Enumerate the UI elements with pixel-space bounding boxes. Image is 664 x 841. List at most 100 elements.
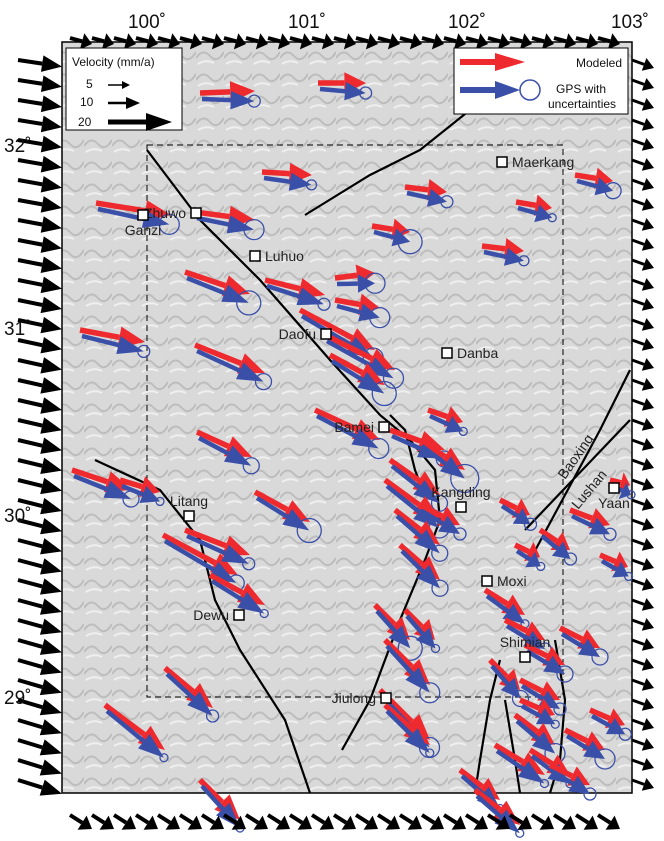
border-arrow xyxy=(18,240,42,245)
border-arrow xyxy=(444,815,456,823)
border-arrow xyxy=(41,75,62,92)
place-label: Yaan xyxy=(598,495,630,511)
modeled-arrow xyxy=(516,202,536,205)
place-label: Luhuo xyxy=(265,248,304,264)
place-marker xyxy=(321,329,331,339)
border-arrow xyxy=(202,38,214,41)
border-arrow xyxy=(632,780,644,784)
border-arrow xyxy=(632,60,644,64)
border-arrow xyxy=(18,80,42,84)
border-arrow xyxy=(312,38,324,41)
border-arrow xyxy=(400,815,412,823)
border-arrow xyxy=(18,460,42,466)
border-arrow xyxy=(18,380,42,385)
border-arrow xyxy=(41,156,62,173)
border-arrow xyxy=(18,300,42,305)
border-arrow xyxy=(41,96,62,113)
border-arrow xyxy=(180,38,192,41)
border-arrow xyxy=(40,458,62,474)
border-arrow xyxy=(632,580,644,584)
border-arrow xyxy=(40,679,62,695)
border-arrow xyxy=(632,500,644,504)
border-arrow xyxy=(202,815,214,823)
border-arrow xyxy=(40,739,62,755)
border-arrow xyxy=(246,815,258,823)
border-arrow xyxy=(632,620,644,624)
border-arrow xyxy=(40,598,62,614)
border-arrow xyxy=(598,815,610,823)
border-arrow xyxy=(466,815,478,823)
border-arrow xyxy=(18,180,42,184)
border-arrow xyxy=(334,38,346,41)
border-arrow xyxy=(40,780,62,796)
border-arrow xyxy=(268,815,280,823)
border-arrow xyxy=(532,38,544,41)
border-arrow xyxy=(40,719,62,735)
border-arrow xyxy=(70,815,82,823)
border-arrow xyxy=(40,759,62,775)
border-arrow xyxy=(40,659,62,675)
border-arrow xyxy=(632,600,644,604)
modeled-arrow xyxy=(405,187,428,190)
border-arrow xyxy=(40,558,62,574)
border-arrow xyxy=(632,720,644,724)
border-arrow xyxy=(356,815,368,823)
lon-label: 101˚ xyxy=(288,12,326,33)
border-arrow xyxy=(40,478,62,494)
border-arrow xyxy=(576,815,588,823)
border-arrow xyxy=(18,440,42,446)
border-arrow xyxy=(632,100,644,104)
border-arrow xyxy=(400,38,412,41)
border-arrow xyxy=(18,620,42,627)
border-arrow xyxy=(40,578,62,594)
place-marker xyxy=(456,502,466,512)
border-arrow xyxy=(632,560,644,564)
border-arrow xyxy=(378,38,390,41)
legend-scale: 5 xyxy=(86,77,93,91)
border-arrow xyxy=(18,60,42,64)
place-label: Bamei xyxy=(334,419,374,435)
border-arrow xyxy=(632,700,644,704)
border-arrow xyxy=(40,619,62,635)
border-arrow xyxy=(488,38,500,41)
border-arrow xyxy=(18,420,42,426)
place-marker xyxy=(250,251,260,261)
border-arrow xyxy=(40,357,62,373)
border-arrow xyxy=(632,760,644,764)
border-arrow xyxy=(632,520,644,524)
border-arrow xyxy=(40,538,62,554)
border-arrow xyxy=(632,160,644,164)
border-arrow xyxy=(632,80,644,84)
border-arrow xyxy=(18,100,42,104)
legend-scale: 10 xyxy=(80,95,94,109)
border-arrow xyxy=(70,38,82,41)
lon-label: 102˚ xyxy=(448,12,486,33)
place-label: Danba xyxy=(457,345,498,361)
border-arrow xyxy=(158,815,170,823)
border-arrow xyxy=(554,815,566,823)
border-arrow xyxy=(268,38,280,41)
legend-modeled: Modeled xyxy=(576,56,622,70)
border-arrow xyxy=(40,417,62,433)
place-marker xyxy=(138,210,148,220)
border-arrow xyxy=(18,260,42,265)
place-marker xyxy=(520,652,530,662)
border-arrow xyxy=(40,377,62,393)
border-arrow xyxy=(18,540,42,546)
border-arrow xyxy=(18,160,42,164)
border-arrow xyxy=(378,815,390,823)
border-arrow xyxy=(158,38,170,41)
border-arrow xyxy=(41,236,62,253)
modeled-arrow xyxy=(482,246,505,249)
border-arrow xyxy=(41,256,62,272)
border-arrow xyxy=(41,55,62,72)
border-arrow xyxy=(632,740,644,744)
border-arrow xyxy=(632,240,644,244)
border-arrow xyxy=(18,200,42,204)
type-legend: Modeled GPS with uncertainties xyxy=(454,48,628,114)
border-arrow xyxy=(532,815,544,823)
border-arrow xyxy=(246,38,258,41)
border-arrow xyxy=(632,300,644,304)
border-arrow xyxy=(18,600,42,607)
border-arrow xyxy=(422,815,434,823)
